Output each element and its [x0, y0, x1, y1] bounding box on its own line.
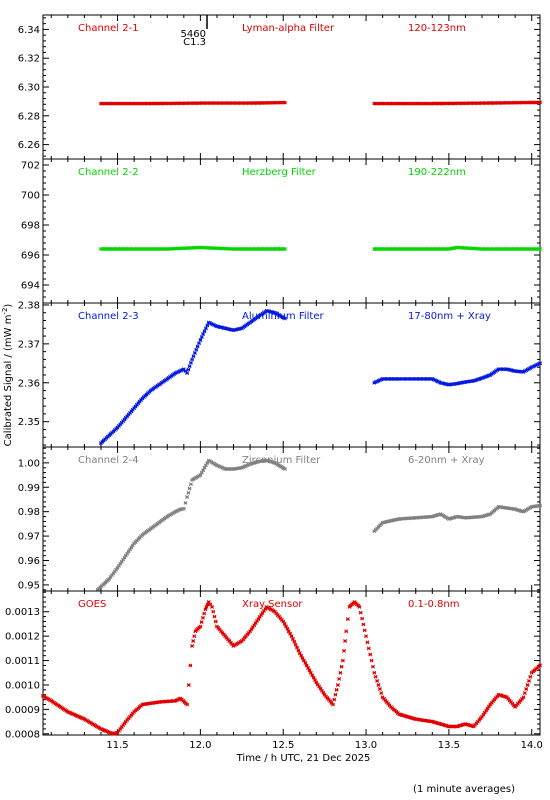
panel-3: 2.35 2.36 2.37 2.38 Channel 2-3 Aluminium Fil…: [18, 300, 542, 448]
filter-label: Xray Sensor: [242, 599, 303, 610]
filter-label: Herzberg Filter: [242, 167, 317, 178]
x-tick-label: 12.0: [189, 740, 211, 751]
channel-label: Channel 2-1: [78, 23, 139, 34]
data-points: [41, 600, 542, 736]
y-tick-label: 694: [21, 281, 40, 292]
x-tick-label: 13.0: [355, 740, 377, 751]
series-segment-1: [95, 458, 287, 592]
data-points: [372, 503, 542, 534]
y-tick-label: 0.99: [18, 483, 40, 494]
channel-label: GOES: [78, 599, 106, 610]
y-tick-label: 1.00: [18, 458, 40, 469]
y-tick-label: 0.0013: [5, 607, 40, 618]
series-segment-2: [372, 245, 542, 251]
flare-annotation: 5460 C1.3: [181, 15, 208, 48]
flare-id-label: 5460: [181, 29, 206, 40]
y-tick-label: 700: [21, 191, 40, 202]
channel-label: Channel 2-3: [78, 311, 139, 322]
data-points: [372, 100, 542, 106]
y-tick-label: 0.0009: [5, 705, 40, 716]
filter-label: Zirconium Filter: [242, 455, 321, 466]
x-tick-label: 13.5: [438, 740, 460, 751]
y-axis-label: Calibrated Signal / (mW m-2): [1, 304, 14, 447]
y-tick-label: 0.97: [18, 532, 40, 543]
data-points: [99, 308, 287, 446]
series-segment-2: [372, 503, 542, 534]
band-label: 120-123nm: [408, 23, 466, 34]
series-segment-2: [372, 361, 542, 387]
flare-class-label: C1.3: [183, 37, 206, 48]
x-tick-label: 12.5: [272, 740, 294, 751]
series-segment-1: [99, 245, 287, 251]
filter-label: Aluminium Filter: [242, 311, 325, 322]
panel-frame: [42, 590, 541, 736]
y-tick-label: 6.26: [18, 140, 40, 151]
y-tick-label: 0.98: [18, 507, 40, 518]
y-tick-label: 2.36: [18, 378, 40, 389]
y-tick-label: 2.38: [18, 300, 40, 311]
x-axis-label: Time / h UTC, 21 Dec 2025: [236, 753, 371, 764]
channel-label: Channel 2-4: [78, 455, 139, 466]
y-tick-label: 698: [21, 221, 40, 232]
y-tick-label: 2.35: [18, 417, 40, 428]
data-points: [95, 458, 287, 592]
y-tick-label: 6.34: [18, 25, 40, 36]
series-segment-1: [99, 100, 287, 106]
band-label: 0.1-0.8nm: [408, 599, 460, 610]
band-label: 17-80nm + Xray: [408, 311, 491, 322]
x-axis: 11.5 12.0 12.5 13.0 13.5 14.0: [106, 740, 542, 751]
y-tick-label: 0.0011: [5, 656, 40, 667]
x-tick-label: 14.0: [521, 740, 543, 751]
y-tick-label: 6.28: [18, 111, 40, 122]
channel-label: Channel 2-2: [78, 167, 139, 178]
y-tick-label: 0.96: [18, 556, 40, 567]
y-tick-label: 696: [21, 251, 40, 262]
y-tick-label: 0.95: [18, 580, 40, 591]
footnote: (1 minute averages): [413, 784, 515, 795]
y-tick-label: 2.37: [18, 339, 40, 350]
y-tick-label: 6.32: [18, 54, 40, 65]
band-label: 190-222nm: [408, 167, 466, 178]
y-tick-label: 702: [21, 161, 40, 172]
y-tick-label: 0.0008: [5, 729, 40, 740]
data-points: [99, 245, 287, 251]
data-points: [372, 245, 542, 251]
band-label: 6-20nm + Xray: [408, 455, 485, 466]
y-tick-label: 0.0010: [5, 680, 40, 691]
series-segment-2: [372, 100, 542, 106]
series-segment-1: [41, 600, 542, 736]
series-segment-1: [99, 308, 287, 446]
panel-4: 0.95 0.96 0.97 0.98 0.99 1.00 Channel 2-4 Zirco…: [18, 446, 542, 592]
panel-5: 0.0008 0.0009 0.0010 0.0011 0.0012 0.0013 GOES…: [5, 590, 542, 740]
y-tick-label: 6.30: [18, 83, 40, 94]
data-points: [372, 361, 542, 387]
y-tick-label: 0.0012: [5, 632, 40, 643]
x-tick-label: 11.5: [106, 740, 128, 751]
panels: 6.26 6.28 6.30 6.32 6.34 Channel 2-1 Lyman-alp…: [5, 14, 542, 740]
filter-label: Lyman-alpha Filter: [242, 23, 335, 34]
data-points: [99, 100, 287, 106]
